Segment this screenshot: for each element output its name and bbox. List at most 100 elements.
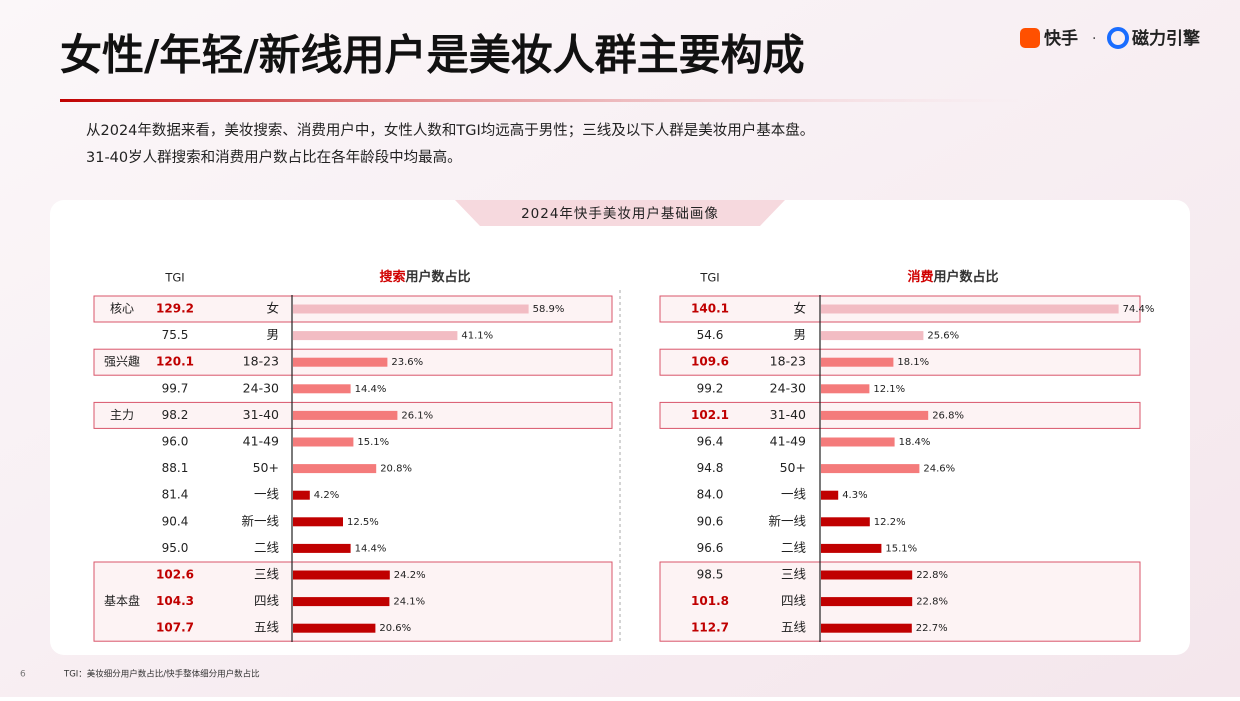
bar xyxy=(293,623,376,633)
category-label: 50+ xyxy=(780,460,806,475)
tgi-value: 129.2 xyxy=(156,302,194,316)
tgi-header: TGI xyxy=(164,271,184,285)
tgi-value: 98.2 xyxy=(162,408,189,422)
category-label: 五线 xyxy=(254,620,280,635)
value-label: 26.8% xyxy=(932,410,964,421)
tgi-value: 102.1 xyxy=(691,408,729,422)
value-label: 18.4% xyxy=(899,437,931,448)
logo-text: 快手 xyxy=(1044,28,1078,49)
category-label: 50+ xyxy=(253,460,279,475)
column-title-emphasis: 消费 xyxy=(907,269,933,285)
tgi-value: 104.3 xyxy=(156,594,194,608)
tgi-value: 102.6 xyxy=(156,568,194,582)
bar xyxy=(293,331,458,341)
footnote: TGI：美妆细分用户数占比/快手整体细分用户数占比 xyxy=(63,669,260,680)
logo-icon xyxy=(1107,27,1129,49)
tgi-value: 75.5 xyxy=(162,328,189,342)
value-label: 41.1% xyxy=(461,331,493,342)
tgi-value: 109.6 xyxy=(691,355,729,369)
column-title-emphasis: 搜索 xyxy=(379,269,405,285)
tgi-value: 88.1 xyxy=(162,461,189,475)
value-label: 15.1% xyxy=(885,543,917,554)
bar xyxy=(293,597,390,607)
bar xyxy=(821,597,913,607)
category-label: 二线 xyxy=(781,540,807,555)
bar xyxy=(821,437,895,447)
value-label: 22.8% xyxy=(916,570,948,581)
column-title: 搜索用户数占比 xyxy=(379,269,470,285)
category-label: 女 xyxy=(266,301,279,316)
bar xyxy=(293,304,529,314)
logo-separator: · xyxy=(1092,31,1096,47)
tgi-value: 54.6 xyxy=(697,328,724,342)
value-label: 14.4% xyxy=(355,543,387,554)
bar xyxy=(821,304,1119,314)
tgi-value: 140.1 xyxy=(691,302,729,316)
value-label: 20.6% xyxy=(379,623,411,634)
bar xyxy=(293,517,343,527)
tgi-value: 90.6 xyxy=(697,514,724,528)
bar xyxy=(293,357,388,367)
category-label: 18-23 xyxy=(770,354,806,369)
category-label: 新一线 xyxy=(241,513,279,528)
tgi-value: 96.4 xyxy=(697,435,724,449)
title: 女性/年轻/新线用户是美妆人群主要构成 xyxy=(60,31,805,80)
bar xyxy=(293,437,354,447)
value-label: 22.8% xyxy=(916,597,948,608)
value-label: 22.7% xyxy=(916,623,948,634)
tgi-header: TGI xyxy=(699,271,719,285)
category-label: 男 xyxy=(266,327,279,342)
bar xyxy=(821,570,913,580)
panel-title: 2024年快手美妆用户基础画像 xyxy=(521,205,719,222)
bar xyxy=(821,384,870,394)
category-label: 一线 xyxy=(781,487,807,502)
value-label: 4.3% xyxy=(842,490,867,501)
category-label: 新一线 xyxy=(768,513,806,528)
value-label: 23.6% xyxy=(391,357,423,368)
tgi-value: 112.7 xyxy=(691,621,729,635)
tgi-value: 84.0 xyxy=(697,488,724,502)
category-label: 三线 xyxy=(254,567,280,582)
tgi-value: 101.8 xyxy=(691,594,729,608)
tgi-value: 120.1 xyxy=(156,355,194,369)
group-label: 主力 xyxy=(110,408,134,422)
bar xyxy=(293,464,377,474)
category-label: 41-49 xyxy=(770,434,806,449)
value-label: 74.4% xyxy=(1123,304,1155,315)
tgi-value: 94.8 xyxy=(697,461,724,475)
tgi-value: 96.6 xyxy=(697,541,724,555)
group-box xyxy=(659,348,1141,376)
value-label: 12.1% xyxy=(873,384,905,395)
value-label: 20.8% xyxy=(380,464,412,475)
category-label: 31-40 xyxy=(243,407,279,422)
tgi-value: 107.7 xyxy=(156,621,194,635)
bar xyxy=(821,331,924,341)
bar xyxy=(821,357,894,367)
value-label: 18.1% xyxy=(897,357,929,368)
column-title: 消费用户数占比 xyxy=(907,269,998,285)
column-title-rest: 用户数占比 xyxy=(933,269,999,285)
value-label: 24.2% xyxy=(394,570,426,581)
value-label: 58.9% xyxy=(533,304,565,315)
category-label: 二线 xyxy=(254,540,280,555)
value-label: 15.1% xyxy=(357,437,389,448)
bar xyxy=(821,623,912,633)
tgi-value: 81.4 xyxy=(162,488,189,502)
category-label: 五线 xyxy=(781,620,807,635)
panel-tab xyxy=(455,200,785,226)
tgi-value: 90.4 xyxy=(162,514,189,528)
value-label: 14.4% xyxy=(355,384,387,395)
title-underline xyxy=(60,99,1020,102)
group-label: 基本盘 xyxy=(104,593,140,608)
value-label: 4.2% xyxy=(314,490,339,501)
category-label: 24-30 xyxy=(770,380,806,395)
bar xyxy=(821,410,929,420)
bar xyxy=(293,490,310,500)
group-label: 核心 xyxy=(110,302,134,316)
column-title-rest: 用户数占比 xyxy=(405,269,471,285)
logo-text: 磁力引擎 xyxy=(1132,28,1201,49)
page-number: 6 xyxy=(20,670,26,680)
category-label: 男 xyxy=(793,327,806,342)
value-label: 12.2% xyxy=(874,517,906,528)
